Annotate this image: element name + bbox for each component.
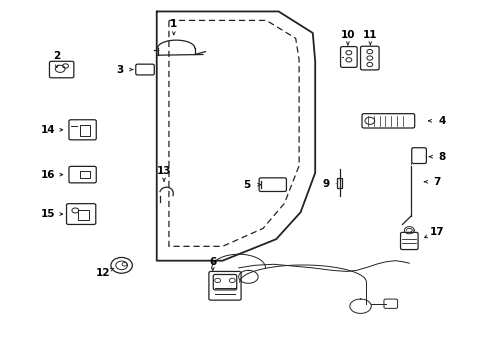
FancyBboxPatch shape: [69, 166, 96, 183]
FancyBboxPatch shape: [411, 148, 426, 163]
Text: 13: 13: [157, 166, 171, 176]
Text: 3: 3: [116, 64, 123, 75]
Text: 14: 14: [41, 125, 56, 135]
Bar: [80, 171, 90, 178]
FancyBboxPatch shape: [259, 178, 286, 192]
Text: 7: 7: [432, 177, 440, 187]
FancyBboxPatch shape: [208, 271, 241, 300]
Text: 6: 6: [209, 257, 216, 267]
Text: 10: 10: [340, 30, 354, 40]
Text: 17: 17: [429, 227, 444, 237]
Text: 12: 12: [96, 268, 110, 278]
FancyBboxPatch shape: [213, 274, 236, 290]
Text: 9: 9: [322, 179, 329, 189]
FancyBboxPatch shape: [360, 46, 378, 70]
FancyBboxPatch shape: [66, 204, 96, 225]
FancyBboxPatch shape: [340, 46, 356, 67]
FancyBboxPatch shape: [383, 299, 397, 309]
FancyBboxPatch shape: [361, 114, 414, 128]
FancyBboxPatch shape: [49, 61, 74, 78]
Bar: [78, 210, 89, 220]
FancyBboxPatch shape: [136, 64, 154, 75]
Text: 15: 15: [41, 209, 56, 219]
Text: 1: 1: [170, 19, 177, 29]
Text: 8: 8: [437, 152, 445, 162]
Text: 2: 2: [53, 51, 61, 61]
Text: 11: 11: [362, 30, 377, 40]
FancyBboxPatch shape: [400, 232, 417, 249]
Bar: [80, 126, 90, 135]
Bar: [336, 178, 341, 188]
FancyBboxPatch shape: [69, 120, 96, 140]
Text: 4: 4: [437, 116, 445, 126]
Text: 16: 16: [41, 170, 56, 180]
Text: 5: 5: [243, 180, 250, 190]
